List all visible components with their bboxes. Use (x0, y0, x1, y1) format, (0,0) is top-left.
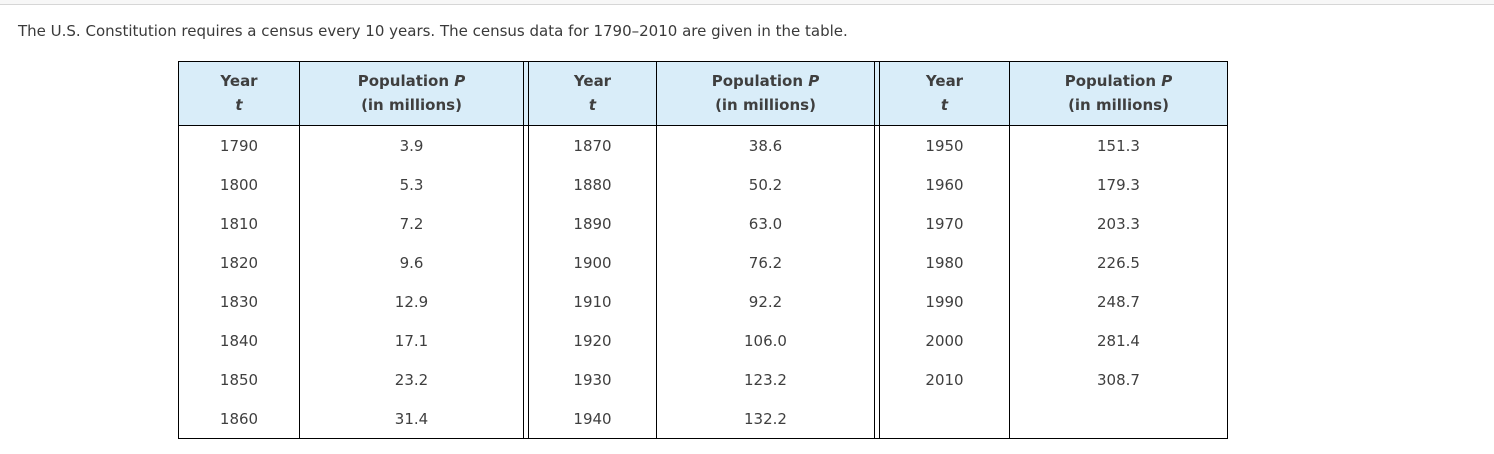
year-cell: 1840 (178, 321, 300, 360)
year-cell (879, 399, 1010, 439)
population-cell: 38.6 (656, 125, 875, 165)
year-cell: 2010 (879, 360, 1010, 399)
population-cell: 308.7 (1009, 360, 1228, 399)
year-header-symbol: t (940, 96, 949, 114)
population-cell: 132.2 (656, 399, 875, 439)
table-row: 1830 12.9 1910 92.2 1990 248.7 (178, 282, 1228, 321)
population-cell: 5.3 (299, 165, 524, 204)
table-row: 1800 5.3 1880 50.2 1960 179.3 (178, 165, 1228, 204)
year-cell: 1960 (879, 165, 1010, 204)
population-header-symbol: P (1161, 72, 1173, 90)
year-header-label: Year (220, 72, 258, 90)
population-cell: 3.9 (299, 125, 524, 165)
year-cell: 1890 (528, 204, 657, 243)
population-header-label: Population (711, 72, 804, 90)
year-cell: 1970 (879, 204, 1010, 243)
population-cell (1009, 399, 1228, 439)
population-cell: 9.6 (299, 243, 524, 282)
population-cell: 92.2 (656, 282, 875, 321)
year-header-symbol: t (588, 96, 597, 114)
year-cell: 1920 (528, 321, 657, 360)
population-cell: 12.9 (299, 282, 524, 321)
year-header-symbol: t (235, 96, 243, 114)
year-header: Year t (528, 61, 657, 126)
population-cell: 17.1 (299, 321, 524, 360)
header-row: Year t Population P (in millions) Year t Po… (178, 61, 1228, 126)
table-row: 1860 31.4 1940 132.2 (178, 399, 1228, 439)
year-header-label: Year (925, 72, 964, 90)
year-cell: 1980 (879, 243, 1010, 282)
table-row: 1810 7.2 1890 63.0 1970 203.3 (178, 204, 1228, 243)
population-cell: 106.0 (656, 321, 875, 360)
population-header-symbol: P (808, 72, 820, 90)
year-cell: 1950 (879, 125, 1010, 165)
population-header-units: (in millions) (361, 96, 462, 114)
population-cell: 151.3 (1009, 125, 1228, 165)
year-cell: 1930 (528, 360, 657, 399)
population-header-label: Population (357, 72, 450, 90)
year-cell: 1830 (178, 282, 300, 321)
year-header: Year t (879, 61, 1010, 126)
population-cell: 248.7 (1009, 282, 1228, 321)
year-cell: 1800 (178, 165, 300, 204)
population-header: Population P (in millions) (656, 61, 875, 126)
year-cell: 1880 (528, 165, 657, 204)
year-header: Year t (178, 61, 300, 126)
year-cell: 1820 (178, 243, 300, 282)
population-header-symbol: P (454, 72, 466, 90)
year-cell: 1870 (528, 125, 657, 165)
population-cell: 31.4 (299, 399, 524, 439)
top-divider (0, 0, 1494, 5)
population-cell: 63.0 (656, 204, 875, 243)
year-cell: 1910 (528, 282, 657, 321)
year-cell: 1940 (528, 399, 657, 439)
population-cell: 7.2 (299, 204, 524, 243)
year-header-label: Year (573, 72, 612, 90)
year-cell: 1810 (178, 204, 300, 243)
year-cell: 1860 (178, 399, 300, 439)
year-cell: 2000 (879, 321, 1010, 360)
census-table: Year t Population P (in millions) Year t Po… (178, 61, 1228, 439)
population-header: Population P (in millions) (1009, 61, 1228, 126)
intro-text: The U.S. Constitution requires a census … (18, 22, 848, 40)
population-header: Population P (in millions) (299, 61, 524, 126)
year-cell: 1900 (528, 243, 657, 282)
year-cell: 1990 (879, 282, 1010, 321)
population-cell: 281.4 (1009, 321, 1228, 360)
table-row: 1850 23.2 1930 123.2 2010 308.7 (178, 360, 1228, 399)
population-cell: 203.3 (1009, 204, 1228, 243)
table-row: 1820 9.6 1900 76.2 1980 226.5 (178, 243, 1228, 282)
year-cell: 1850 (178, 360, 300, 399)
population-cell: 179.3 (1009, 165, 1228, 204)
population-header-label: Population (1064, 72, 1157, 90)
table-row: 1840 17.1 1920 106.0 2000 281.4 (178, 321, 1228, 360)
population-cell: 123.2 (656, 360, 875, 399)
table-row: 1790 3.9 1870 38.6 1950 151.3 (178, 125, 1228, 165)
population-cell: 23.2 (299, 360, 524, 399)
population-header-units: (in millions) (715, 96, 816, 114)
population-cell: 76.2 (656, 243, 875, 282)
year-cell: 1790 (178, 125, 300, 165)
population-cell: 226.5 (1009, 243, 1228, 282)
population-cell: 50.2 (656, 165, 875, 204)
population-header-units: (in millions) (1068, 96, 1169, 114)
